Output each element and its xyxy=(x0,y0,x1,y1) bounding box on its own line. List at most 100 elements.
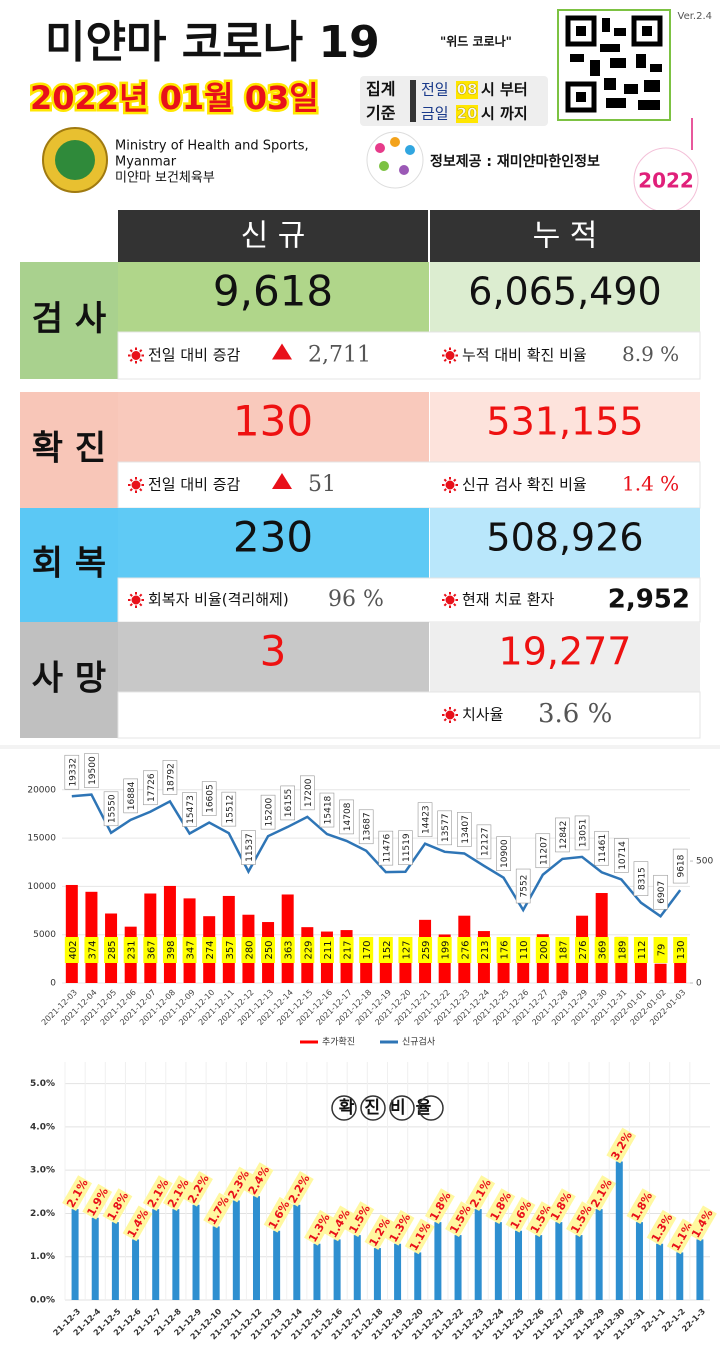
value-label-bg xyxy=(344,1201,375,1237)
summary-table: 신 규 누 적검 사 9,618 6,065,490 전일 대비 증감 2,711 누적 대… xyxy=(20,210,701,739)
bar-label-bg xyxy=(516,937,531,963)
y-tick-label: 1.0% xyxy=(30,1252,55,1262)
bar-value-label: 231 xyxy=(127,940,138,959)
value-label-bg xyxy=(304,1209,334,1246)
y-tick-label: 10000 xyxy=(27,882,56,892)
line-label: 6907 xyxy=(653,874,668,910)
value-label-bg xyxy=(183,1170,213,1207)
bar-label-bg xyxy=(457,937,472,963)
new-cell xyxy=(118,622,429,692)
bar xyxy=(595,1209,603,1300)
bar-label: 402 xyxy=(64,937,79,963)
bar-value-label: 367 xyxy=(146,940,157,959)
line-value-label: 10900 xyxy=(500,839,510,868)
bar-value-label: 217 xyxy=(343,940,354,959)
y-tick-label: 0.0% xyxy=(30,1296,55,1306)
new-value: 9,618 xyxy=(213,267,333,316)
legend-label: 추가확진 xyxy=(322,1036,355,1048)
note-cell xyxy=(117,461,701,509)
line-label-bg xyxy=(182,792,197,827)
value-label-bg xyxy=(566,1201,596,1237)
bar-label: 285 xyxy=(104,937,119,963)
bar-label-bg xyxy=(555,937,570,963)
bar-label-bg xyxy=(359,937,374,963)
bar-label: 250 xyxy=(261,937,276,963)
bullet-icon xyxy=(442,477,458,493)
line-label: 8315 xyxy=(633,861,649,896)
line-label: 15512 xyxy=(221,791,237,827)
period-suffix: 시 부터 xyxy=(481,81,528,99)
value-label-bg xyxy=(445,1201,475,1237)
bar-label-bg xyxy=(673,937,688,963)
line-value-label: 15418 xyxy=(323,795,333,824)
bar-label: 259 xyxy=(418,937,433,963)
bar-label: 229 xyxy=(300,937,315,963)
bar xyxy=(414,1252,422,1300)
total-value: 508,926 xyxy=(486,516,643,560)
line-label: 17200 xyxy=(300,775,315,811)
total-value: 6,065,490 xyxy=(468,270,661,314)
bar-label-bg xyxy=(84,937,99,963)
bar-label: 231 xyxy=(123,937,138,963)
bar xyxy=(111,1222,119,1300)
line-value-label: 7552 xyxy=(520,875,530,898)
value-label-bg xyxy=(364,1214,395,1250)
trend-up xyxy=(272,473,292,489)
bar-label-bg xyxy=(300,937,315,963)
trend-up xyxy=(272,343,292,360)
ministry-name-kr: 미얀마 보건체육부 xyxy=(115,171,215,186)
value-label-bg xyxy=(545,1188,576,1224)
bar-value-label: 176 xyxy=(500,940,511,959)
line-value-label: 9618 xyxy=(677,854,687,877)
line-label: 16884 xyxy=(123,778,138,814)
line-label-bg xyxy=(653,874,668,910)
bar-value-label: 189 xyxy=(617,940,628,959)
period-label: 기준 xyxy=(366,104,396,123)
note-cell xyxy=(117,331,701,380)
value-label-bg xyxy=(142,1175,173,1211)
line-value-label: 19500 xyxy=(88,756,98,785)
period-day: 금일 xyxy=(421,105,449,123)
bar-label-bg xyxy=(437,937,452,963)
new-cell xyxy=(118,262,429,332)
bar xyxy=(373,1248,381,1300)
value-label-bg xyxy=(243,1162,274,1199)
line-value-label: 11537 xyxy=(245,833,255,862)
ministry-name: Myanmar xyxy=(115,155,177,170)
value-label-bg xyxy=(465,1175,496,1211)
bullet-dot xyxy=(130,350,142,361)
value-label-bg xyxy=(62,1175,93,1211)
line-label-bg xyxy=(241,830,256,865)
bar-label: 176 xyxy=(496,937,511,963)
highlight xyxy=(456,105,478,123)
bar-label-bg xyxy=(594,937,609,963)
legend-swatch xyxy=(300,1040,318,1044)
bar-label: 79 xyxy=(653,937,668,963)
line-label-bg xyxy=(515,868,531,904)
y-tick-label: 20000 xyxy=(27,785,56,795)
bar-label-bg xyxy=(221,937,236,963)
line-value-label: 12842 xyxy=(559,821,569,850)
ministry-logo-inner xyxy=(55,140,95,180)
value-label-bg xyxy=(223,1166,254,1203)
bullet-icon xyxy=(128,347,144,364)
bullet-dot xyxy=(444,479,456,491)
bar-label: 110 xyxy=(516,937,531,963)
line-value-label: 6907 xyxy=(657,881,667,904)
line-label: 7552 xyxy=(515,868,531,904)
bar-value-label: 213 xyxy=(480,940,491,959)
row-label: 검 사 xyxy=(32,299,106,339)
period-box xyxy=(360,76,548,126)
source-logo xyxy=(366,131,424,189)
bar-label-bg xyxy=(182,937,197,963)
bar-label: 276 xyxy=(575,937,590,963)
title-circle xyxy=(360,1095,386,1121)
bar-label: 200 xyxy=(535,937,550,963)
value-label-bg xyxy=(404,1218,435,1255)
note-label: 누적 대비 확진 비율 xyxy=(462,346,587,364)
bar xyxy=(654,963,667,983)
bar xyxy=(65,884,78,983)
bullet-icon xyxy=(128,477,144,493)
line-label-bg xyxy=(162,760,178,795)
y-tick-label: 5.0% xyxy=(30,1079,55,1089)
